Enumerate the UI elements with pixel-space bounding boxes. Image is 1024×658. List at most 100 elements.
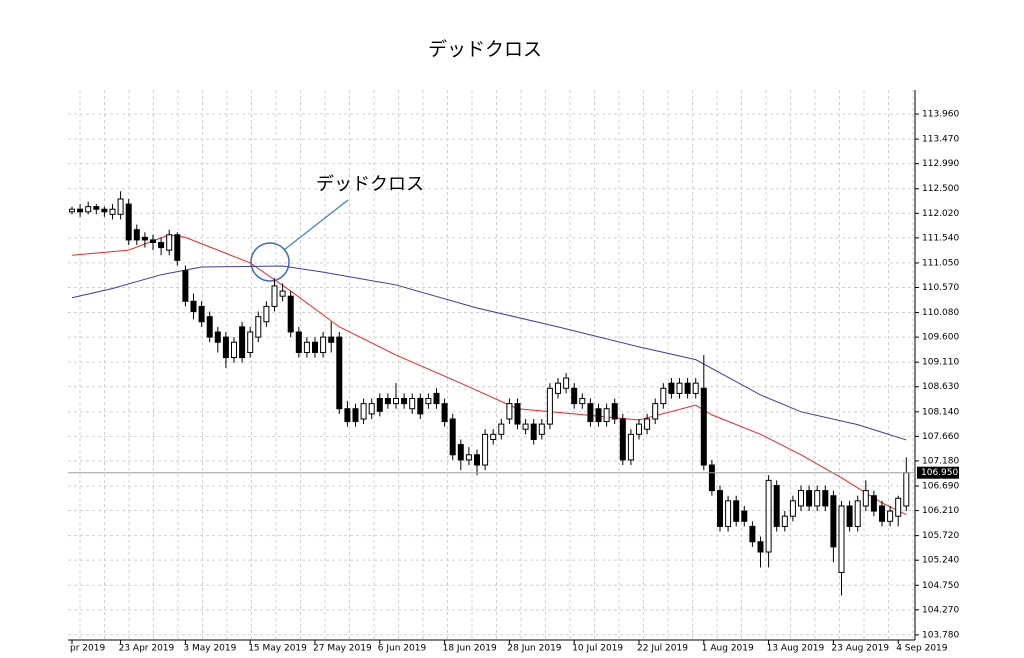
candle-body bbox=[741, 510, 748, 522]
candle-body bbox=[417, 398, 424, 415]
candle-body bbox=[214, 331, 221, 343]
y-tick-label: 105.240 bbox=[922, 556, 959, 566]
candle-body bbox=[838, 505, 845, 573]
candle-body bbox=[700, 387, 707, 466]
candle-body bbox=[773, 484, 780, 527]
candle-body bbox=[587, 403, 594, 423]
y-tick-label: 109.110 bbox=[922, 358, 959, 368]
x-tick-label: 10 Jul 2019 bbox=[572, 644, 623, 654]
candle-body bbox=[384, 398, 391, 405]
candle-body bbox=[158, 241, 165, 249]
candle-body bbox=[190, 300, 197, 313]
candle-body bbox=[798, 490, 804, 507]
candle-body bbox=[725, 500, 732, 527]
y-tick-label: 113.960 bbox=[922, 110, 959, 120]
candle-body bbox=[474, 454, 480, 466]
candle-body bbox=[166, 234, 173, 251]
y-tick-label: 108.140 bbox=[922, 407, 959, 417]
candle-body bbox=[692, 382, 699, 394]
candle-body bbox=[660, 387, 667, 405]
candle-body bbox=[789, 500, 796, 517]
candle-body bbox=[627, 433, 634, 461]
candle-body bbox=[263, 305, 270, 323]
candle-body bbox=[433, 392, 440, 405]
candle-body bbox=[150, 239, 156, 243]
y-tick-label: 103.780 bbox=[922, 630, 959, 640]
candle-body bbox=[125, 203, 132, 241]
x-tick-label: 28 Jun 2019 bbox=[507, 644, 561, 654]
candle-body bbox=[571, 387, 578, 405]
candle-body bbox=[708, 464, 715, 492]
candle-body bbox=[393, 398, 399, 405]
x-tick-label: 23 Apr 2019 bbox=[119, 644, 175, 654]
candle-body bbox=[352, 408, 359, 423]
candle-body bbox=[870, 495, 877, 512]
x-tick-label: 13 Aug 2019 bbox=[767, 644, 825, 654]
last-price-label: 106.950 bbox=[921, 468, 958, 478]
x-tick-label: 27 May 2019 bbox=[313, 644, 372, 654]
x-tick-label: 22 Jul 2019 bbox=[637, 644, 688, 654]
candle-body bbox=[546, 387, 553, 425]
candle-body bbox=[668, 382, 675, 394]
candle-body bbox=[498, 423, 505, 435]
candle-body bbox=[117, 198, 124, 215]
y-tick-label: 111.540 bbox=[922, 233, 959, 243]
candle-body bbox=[530, 423, 537, 440]
y-tick-label: 112.990 bbox=[922, 159, 959, 169]
candle-body bbox=[141, 236, 148, 241]
candle-body bbox=[644, 418, 651, 430]
chart-title: デッドクロス bbox=[428, 39, 542, 61]
candle-body bbox=[514, 403, 521, 425]
candle-body bbox=[830, 495, 837, 548]
candle-body bbox=[684, 382, 691, 394]
candle-body bbox=[401, 398, 408, 405]
candle-body bbox=[198, 305, 205, 323]
candle-body bbox=[522, 423, 529, 430]
candle-body bbox=[312, 341, 318, 353]
candle-body bbox=[360, 403, 367, 420]
candle-body bbox=[287, 295, 294, 333]
candle-body bbox=[854, 500, 861, 527]
candle-body bbox=[101, 208, 108, 213]
candle-body bbox=[717, 490, 723, 527]
candle-body bbox=[255, 316, 262, 338]
x-tick-label: 15 May 2019 bbox=[248, 644, 307, 654]
candle-body bbox=[781, 515, 788, 527]
candle-body bbox=[182, 270, 189, 302]
candle-body bbox=[93, 206, 100, 210]
candle-body bbox=[490, 433, 497, 440]
candle-body bbox=[320, 336, 327, 353]
candle-body bbox=[303, 341, 310, 353]
y-tick-label: 108.630 bbox=[922, 382, 959, 392]
y-tick-label: 112.500 bbox=[922, 184, 959, 194]
candle-body bbox=[579, 398, 586, 405]
annotation-line bbox=[283, 199, 349, 251]
candle-body bbox=[765, 479, 772, 553]
y-tick-label: 104.750 bbox=[922, 581, 959, 591]
candle-body bbox=[222, 336, 229, 359]
y-tick-label: 104.270 bbox=[922, 605, 959, 615]
candle-body bbox=[676, 382, 683, 394]
candle-body bbox=[133, 229, 140, 241]
y-tick-label: 107.660 bbox=[922, 432, 959, 442]
annotation: デッドクロス bbox=[316, 174, 424, 195]
moving-average bbox=[71, 265, 907, 441]
candle-body bbox=[449, 418, 456, 456]
candle-body bbox=[328, 336, 335, 343]
candle-body bbox=[295, 331, 302, 353]
candle-body bbox=[611, 403, 618, 420]
candle-body bbox=[441, 403, 448, 423]
candle-body bbox=[619, 418, 626, 461]
candle-body bbox=[806, 490, 813, 507]
candle-body bbox=[814, 490, 821, 507]
grid bbox=[68, 90, 915, 640]
candle-body bbox=[109, 208, 116, 215]
candle-body bbox=[482, 433, 489, 466]
candle-body bbox=[457, 444, 464, 461]
candle-body bbox=[206, 316, 213, 338]
candle-body bbox=[757, 541, 764, 553]
candle-body bbox=[271, 285, 278, 307]
candle-body bbox=[239, 326, 246, 359]
y-tick-label: 112.020 bbox=[922, 209, 959, 219]
